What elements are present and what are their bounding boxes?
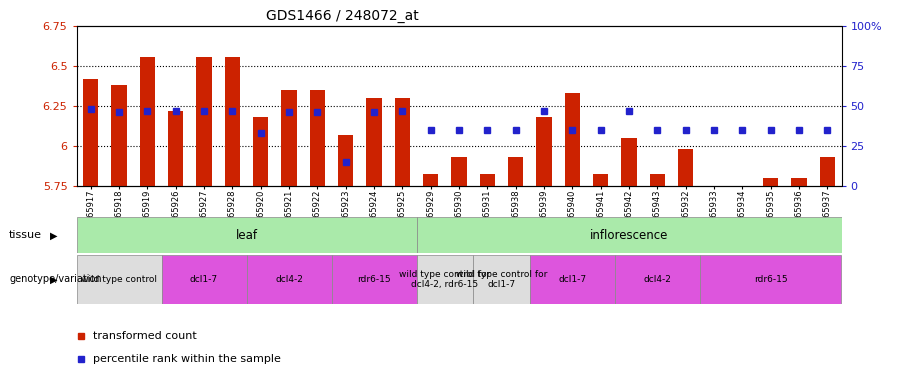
Bar: [331, 255, 417, 304]
Text: transformed count: transformed count: [93, 331, 196, 341]
Text: wild type control: wild type control: [81, 275, 157, 284]
Bar: [417, 217, 842, 253]
Text: tissue: tissue: [9, 230, 42, 240]
Bar: [508, 157, 524, 186]
Bar: [417, 255, 473, 304]
Text: ▶: ▶: [50, 230, 57, 240]
Bar: [168, 111, 184, 186]
Text: wild type control for
dcl1-7: wild type control for dcl1-7: [455, 270, 547, 289]
Bar: [161, 255, 247, 304]
Bar: [394, 98, 410, 186]
Bar: [593, 174, 608, 186]
Bar: [83, 79, 98, 186]
Bar: [820, 157, 835, 186]
Bar: [480, 174, 495, 186]
Text: rdr6-15: rdr6-15: [754, 275, 788, 284]
Bar: [112, 85, 127, 186]
Bar: [224, 57, 240, 186]
Bar: [253, 117, 268, 186]
Text: dcl4-2: dcl4-2: [644, 275, 671, 284]
Bar: [338, 135, 354, 186]
Text: genotype/variation: genotype/variation: [9, 274, 102, 284]
Text: ▶: ▶: [50, 274, 57, 284]
Text: rdr6-15: rdr6-15: [357, 275, 391, 284]
Bar: [791, 178, 806, 186]
Bar: [564, 93, 580, 186]
Text: wild type control for
dcl4-2, rdr6-15: wild type control for dcl4-2, rdr6-15: [399, 270, 490, 289]
Text: percentile rank within the sample: percentile rank within the sample: [93, 354, 281, 364]
Text: dcl4-2: dcl4-2: [275, 275, 303, 284]
Bar: [763, 178, 778, 186]
Bar: [678, 149, 694, 186]
Text: dcl1-7: dcl1-7: [558, 275, 587, 284]
Text: leaf: leaf: [236, 229, 257, 242]
Text: GDS1466 / 248072_at: GDS1466 / 248072_at: [266, 9, 418, 23]
Bar: [76, 217, 417, 253]
Bar: [621, 138, 637, 186]
Bar: [281, 90, 297, 186]
Bar: [451, 157, 467, 186]
Bar: [310, 90, 325, 186]
Bar: [76, 255, 161, 304]
Bar: [196, 57, 211, 186]
Bar: [650, 174, 665, 186]
Bar: [423, 174, 438, 186]
Bar: [530, 255, 615, 304]
Bar: [366, 98, 382, 186]
Bar: [247, 255, 331, 304]
Bar: [700, 255, 842, 304]
Text: dcl1-7: dcl1-7: [190, 275, 218, 284]
Bar: [615, 255, 700, 304]
Bar: [536, 117, 552, 186]
Bar: [140, 57, 155, 186]
Bar: [473, 255, 530, 304]
Text: inflorescence: inflorescence: [590, 229, 668, 242]
